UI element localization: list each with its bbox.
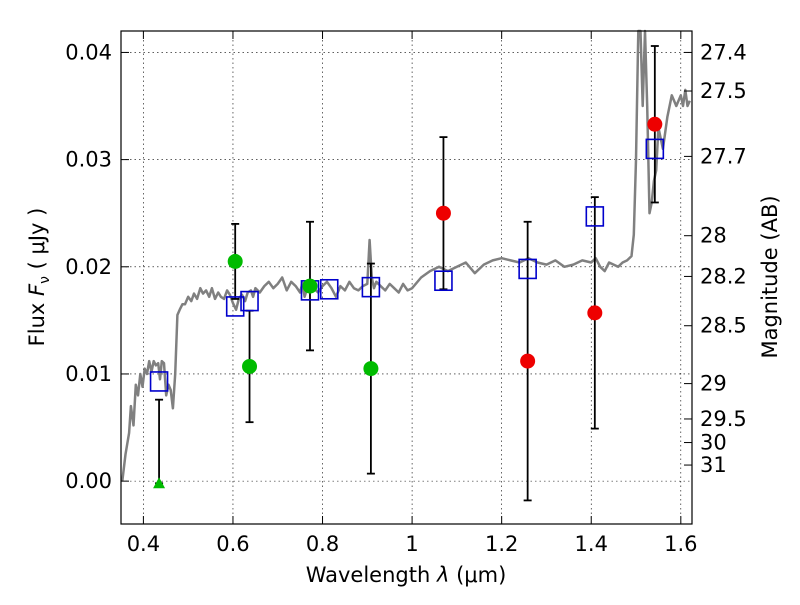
model-square [240,290,259,312]
x-tick-label: 1.2 [485,532,518,556]
y-tick-label: 0.03 [65,148,112,172]
y2-tick-label: 30 [700,431,727,455]
y2-tick-label: 31 [700,453,727,477]
y2-tick-label: 27.7 [700,144,747,168]
x-tick-label: 0.6 [216,532,249,556]
x-tick-label: 1.4 [575,532,608,556]
x-tick-label: 1 [405,532,418,556]
model-square [434,270,453,292]
y2-tick-label: 28 [700,224,727,248]
y2-tick-label: 29 [700,372,727,396]
y2-axis-label: Magnitude (AB) [758,195,782,358]
model-square [149,371,169,392]
x-axis-label: Wavelength λ (μm) [306,563,507,587]
y-tick-label: 0.01 [65,362,112,386]
y-axis-label-text: Flux [25,296,49,346]
green-point [227,253,243,269]
y-axis-label: Flux Fν ( μJy ) [25,208,53,347]
model-square [518,258,537,280]
model-square [225,296,245,317]
y2-tick-label: 28.5 [700,314,747,338]
y-tick-label: 0.02 [65,255,112,279]
model-square [319,278,339,300]
y2-tick-label: 27.4 [700,40,747,64]
y2-tick-label: 29.5 [700,407,747,431]
model-square [585,206,605,227]
model-square [645,138,665,160]
x-tick-label: 1.6 [664,532,697,556]
points-layer [149,116,665,489]
sed-layer [121,29,691,482]
green-point [302,278,318,294]
y2-tick-label: 28.2 [700,264,747,288]
ticks-layer: 0.4 0.6 0.8 1 1.2 1.4 1.6 0.00 0.01 0.02 0.03 0.04 2… [65,31,747,556]
red-point [647,116,663,132]
grid [121,31,692,524]
upper-limit-marker [153,477,166,489]
y-axis-label-subscript: ν [37,276,53,284]
plot-frame [120,30,693,525]
red-point [435,205,451,221]
sed-curve [121,29,691,482]
red-point [587,305,603,321]
y-tick-label: 0.04 [65,40,112,64]
red-point [520,353,536,369]
x-tick-label: 0.4 [127,532,160,556]
y-axis-label-symbol: F [25,283,49,296]
x-axis-label-text: Wavelength [306,563,437,587]
y-axis-label-unit: ( μJy ) [25,208,49,276]
y-tick-label: 0.00 [65,469,112,493]
x-axis-label-symbol: λ [436,563,449,587]
y2-tick-label: 27.5 [700,79,747,103]
errorbar-layer [155,45,659,502]
x-tick-label: 0.8 [306,532,339,556]
model-square [361,276,381,298]
green-point [242,358,258,374]
green-point [363,361,379,377]
x-axis-label-unit: (μm) [449,563,506,587]
